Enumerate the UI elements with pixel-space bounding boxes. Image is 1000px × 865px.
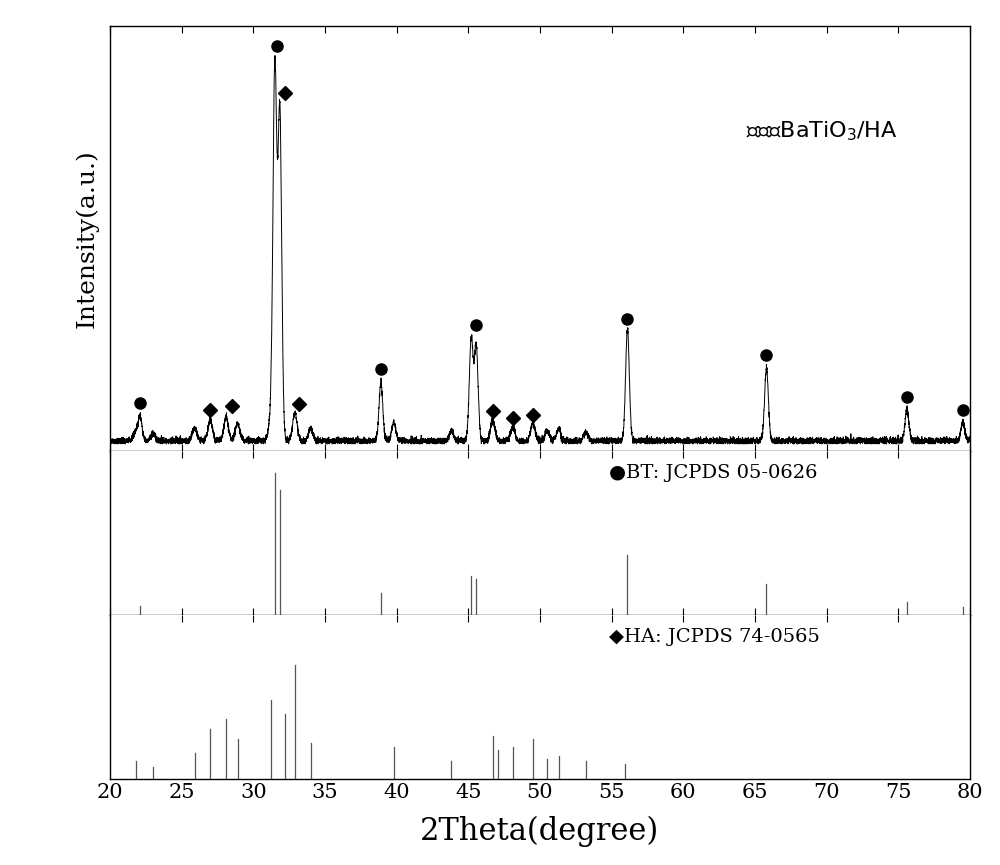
X-axis label: 2Theta(degree): 2Theta(degree): [420, 817, 660, 848]
Text: ◆HA: JCPDS 74-0565: ◆HA: JCPDS 74-0565: [609, 628, 820, 646]
Y-axis label: Intensity(a.u.): Intensity(a.u.): [75, 150, 99, 328]
Text: ●BT: JCPDS 05-0626: ●BT: JCPDS 05-0626: [609, 465, 817, 483]
Text: 四方相BaTiO$_3$/HA: 四方相BaTiO$_3$/HA: [746, 119, 898, 143]
